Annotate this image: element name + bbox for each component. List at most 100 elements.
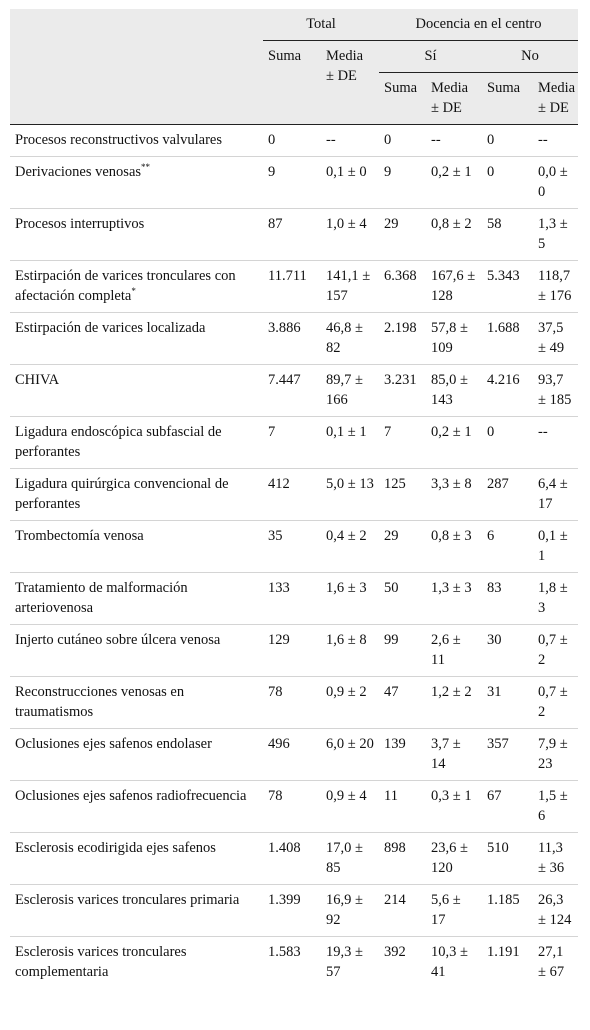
cell-total-suma: 35 — [263, 520, 321, 573]
cell-total-suma: 9 — [263, 156, 321, 209]
cell-total-suma: 78 — [263, 676, 321, 729]
procedure-label: Oclusiones ejes safenos endolaser — [15, 736, 212, 752]
cell-total-media: 0,4 ± 2 — [321, 520, 379, 573]
procedure-label: CHIVA — [15, 372, 60, 388]
header-docencia: Docencia en el centro — [379, 9, 578, 41]
table-row: Procesos interruptivos 87 1,0 ± 4 29 0,8 ± 2… — [10, 208, 578, 261]
procedure-name: Derivaciones venosas** — [10, 156, 263, 209]
cell-si-media: 2,6 ± 11 — [426, 624, 482, 677]
procedure-name: Ligadura endoscópica subfascial de perfo… — [10, 416, 263, 469]
cell-si-suma: 214 — [379, 884, 426, 937]
cell-total-media: 6,0 ± 20 — [321, 728, 379, 781]
cell-no-media: 1,8 ± 3 — [533, 572, 578, 625]
cell-no-suma: 5.343 — [482, 260, 533, 313]
cell-total-media: 46,8 ± 82 — [321, 312, 379, 365]
header-si-suma: Suma — [379, 72, 426, 125]
cell-si-media: 57,8 ± 109 — [426, 312, 482, 365]
procedures-table: Total Docencia en el centro Suma Media ±… — [10, 9, 578, 988]
cell-no-media: 0,7 ± 2 — [533, 676, 578, 729]
procedure-label: Trombectomía venosa — [15, 528, 144, 544]
cell-no-media: 37,5 ± 49 — [533, 312, 578, 365]
procedure-label: Reconstrucciones venosas en traumatismos — [15, 684, 185, 720]
header-total-suma: Suma — [263, 40, 321, 125]
table-row: Ligadura quirúrgica convencional de perf… — [10, 468, 578, 521]
cell-total-media: 89,7 ± 166 — [321, 364, 379, 417]
procedure-label: Derivaciones venosas — [15, 164, 142, 180]
procedure-name: Injerto cutáneo sobre úlcera venosa — [10, 624, 263, 677]
cell-total-suma: 129 — [263, 624, 321, 677]
table-row: Estirpación de varices localizada 3.886 46… — [10, 312, 578, 365]
cell-si-media: 5,6 ± 17 — [426, 884, 482, 937]
cell-si-media: 3,7 ± 14 — [426, 728, 482, 781]
cell-no-suma: 31 — [482, 676, 533, 729]
cell-total-suma: 1.399 — [263, 884, 321, 937]
cell-total-media: 141,1 ± 157 — [321, 260, 379, 313]
cell-si-suma: 7 — [379, 416, 426, 469]
cell-no-media: 26,3 ± 124 — [533, 884, 578, 937]
cell-no-suma: 67 — [482, 780, 533, 833]
cell-no-suma: 58 — [482, 208, 533, 261]
header-no: No — [482, 40, 578, 73]
procedure-name: Tratamiento de malformación arteriovenos… — [10, 572, 263, 625]
cell-si-media: 23,6 ± 120 — [426, 832, 482, 885]
cell-no-suma: 0 — [482, 124, 533, 157]
cell-no-suma: 357 — [482, 728, 533, 781]
cell-no-suma: 510 — [482, 832, 533, 885]
cell-no-media: 1,3 ± 5 — [533, 208, 578, 261]
cell-no-media: -- — [533, 416, 578, 469]
cell-total-media: 1,6 ± 3 — [321, 572, 379, 625]
cell-no-media: -- — [533, 124, 578, 157]
cell-total-suma: 1.583 — [263, 936, 321, 988]
procedure-name: Esclerosis ecodirigida ejes safenos — [10, 832, 263, 885]
procedure-name: Reconstrucciones venosas en traumatismos — [10, 676, 263, 729]
table-body: Procesos reconstructivos valvulares 0 -- 0-… — [10, 124, 578, 988]
cell-si-media: -- — [426, 124, 482, 157]
table-row: Injerto cutáneo sobre úlcera venosa 129 1,… — [10, 624, 578, 677]
cell-total-suma: 3.886 — [263, 312, 321, 365]
cell-total-suma: 87 — [263, 208, 321, 261]
cell-no-media: 0,7 ± 2 — [533, 624, 578, 677]
header-si: Sí — [379, 40, 482, 73]
header-no-suma: Suma — [482, 72, 533, 125]
cell-no-suma: 83 — [482, 572, 533, 625]
procedure-name: CHIVA — [10, 364, 263, 417]
cell-si-suma: 11 — [379, 780, 426, 833]
cell-si-media: 0,3 ± 1 — [426, 780, 482, 833]
cell-si-media: 0,2 ± 1 — [426, 416, 482, 469]
cell-no-suma: 1.191 — [482, 936, 533, 988]
procedure-label: Procesos interruptivos — [15, 216, 145, 232]
procedure-name: Estirpación de varices localizada — [10, 312, 263, 365]
procedure-name: Procesos reconstructivos valvulares — [10, 124, 263, 157]
procedure-label: Esclerosis varices tronculares complemen… — [15, 944, 187, 980]
cell-si-suma: 898 — [379, 832, 426, 885]
table-row: Oclusiones ejes safenos endolaser 496 6,0 … — [10, 728, 578, 781]
cell-si-media: 1,2 ± 2 — [426, 676, 482, 729]
cell-si-suma: 125 — [379, 468, 426, 521]
cell-total-suma: 412 — [263, 468, 321, 521]
cell-si-suma: 50 — [379, 572, 426, 625]
table-header: Total Docencia en el centro Suma Media ±… — [10, 9, 578, 125]
procedure-name: Trombectomía venosa — [10, 520, 263, 573]
cell-total-media: 5,0 ± 13 — [321, 468, 379, 521]
cell-si-media: 0,8 ± 2 — [426, 208, 482, 261]
cell-no-suma: 6 — [482, 520, 533, 573]
procedure-label: Injerto cutáneo sobre úlcera venosa — [15, 632, 221, 648]
cell-total-suma: 11.711 — [263, 260, 321, 313]
cell-total-suma: 1.408 — [263, 832, 321, 885]
procedure-name: Esclerosis varices tronculares complemen… — [10, 936, 263, 988]
cell-si-media: 3,3 ± 8 — [426, 468, 482, 521]
table-row: Procesos reconstructivos valvulares 0 -- 0-… — [10, 124, 578, 157]
procedure-name: Estirpación de varices tronculares con a… — [10, 260, 263, 313]
table-row: Tratamiento de malformación arteriovenos… — [10, 572, 578, 625]
procedure-label: Tratamiento de malformación arteriovenos… — [15, 580, 188, 616]
cell-no-suma: 0 — [482, 156, 533, 209]
table-row: Esclerosis ecodirigida ejes safenos 1.408… — [10, 832, 578, 885]
cell-si-suma: 9 — [379, 156, 426, 209]
cell-total-media: 19,3 ± 57 — [321, 936, 379, 988]
table-row: Esclerosis varices tronculares primaria 1… — [10, 884, 578, 937]
cell-total-suma: 496 — [263, 728, 321, 781]
table-row: Reconstrucciones venosas en traumatismos… — [10, 676, 578, 729]
cell-total-media: 0,1 ± 1 — [321, 416, 379, 469]
cell-no-media: 118,7 ± 176 — [533, 260, 578, 313]
